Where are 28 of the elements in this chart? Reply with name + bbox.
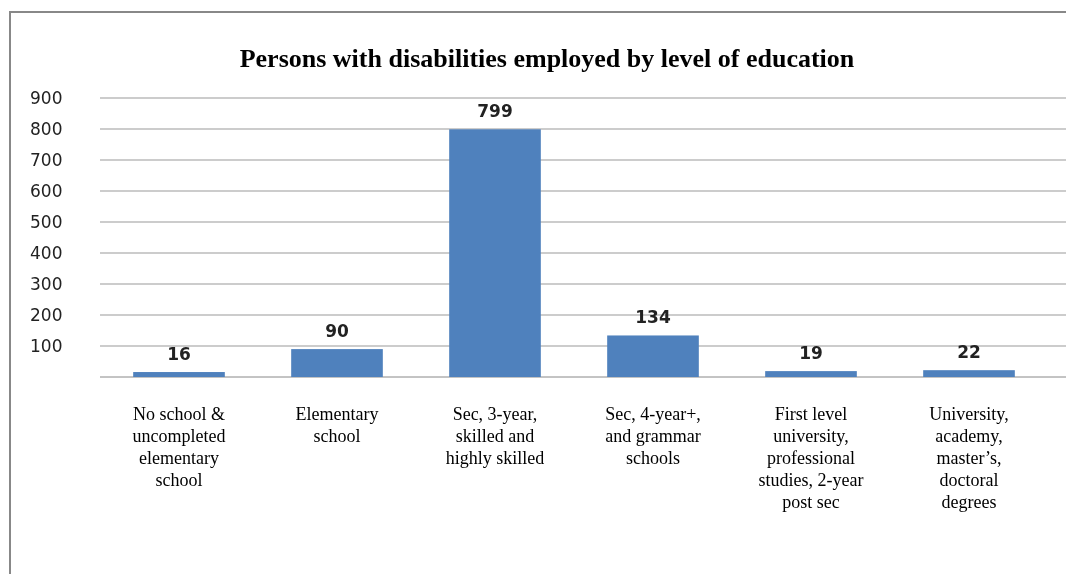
x-tick-label: Elementary school [295,404,379,446]
y-tick-label: 500 [30,212,63,232]
data-label: 799 [477,101,513,122]
y-tick-label: 700 [30,150,63,170]
y-tick-label: 900 [30,88,63,108]
data-label: 19 [799,343,823,364]
y-tick-label: 600 [30,181,63,201]
bar [291,349,383,377]
y-tick-label: 400 [30,243,63,263]
bar [449,129,541,377]
y-tick-label: 800 [30,119,63,139]
data-label: 22 [957,342,981,363]
bar [765,371,857,377]
y-tick-label: 100 [30,336,63,356]
data-label: 134 [635,307,671,328]
x-tick-label: Sec, 4-year+, and grammar schools [605,404,701,468]
bar [607,335,699,377]
x-tick-label: No school & uncompleted elementary school [132,404,226,490]
y-tick-label: 200 [30,305,63,325]
bar [133,372,225,377]
chart-title: Persons with disabilities employed by level of education [239,44,855,73]
x-tick-label: First level university, professional studies, 2-year post sec [758,404,864,512]
data-label: 16 [167,344,191,365]
x-tick-label: Sec, 3-year, skilled and highly skilled [445,404,545,468]
y-tick-label: 300 [30,274,63,294]
x-tick-label: University, academy, master’s, doctoral degrees [929,404,1009,512]
bar [923,370,1015,377]
data-label: 90 [325,321,349,342]
